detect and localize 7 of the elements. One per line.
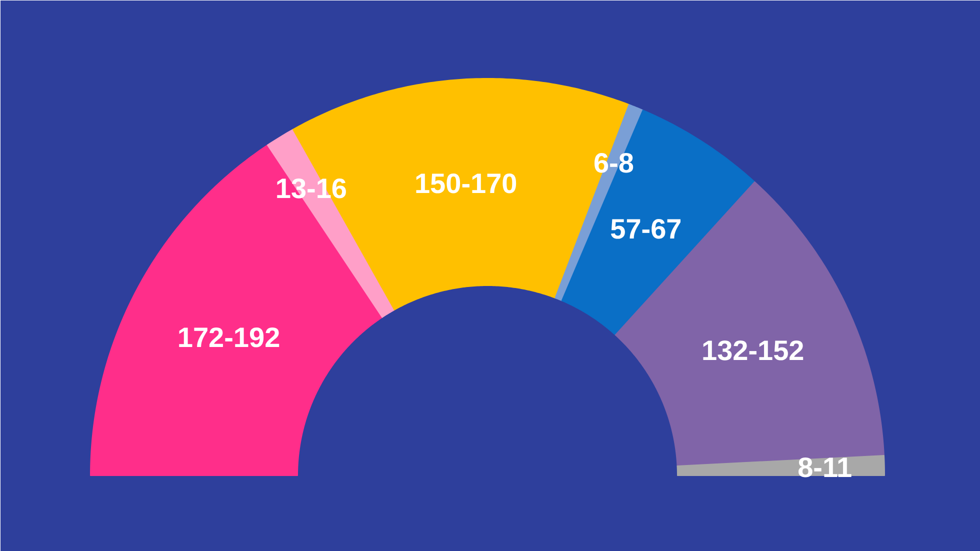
data-label: 172-192 xyxy=(177,322,280,353)
data-label: 57-67 xyxy=(610,213,682,244)
data-label: 150-170 xyxy=(414,168,518,199)
data-label: 6-8 xyxy=(593,148,634,179)
data-label: 8-11 xyxy=(798,452,852,484)
data-label: 132-152 xyxy=(701,335,804,366)
data-label: 13-16 xyxy=(275,172,347,204)
